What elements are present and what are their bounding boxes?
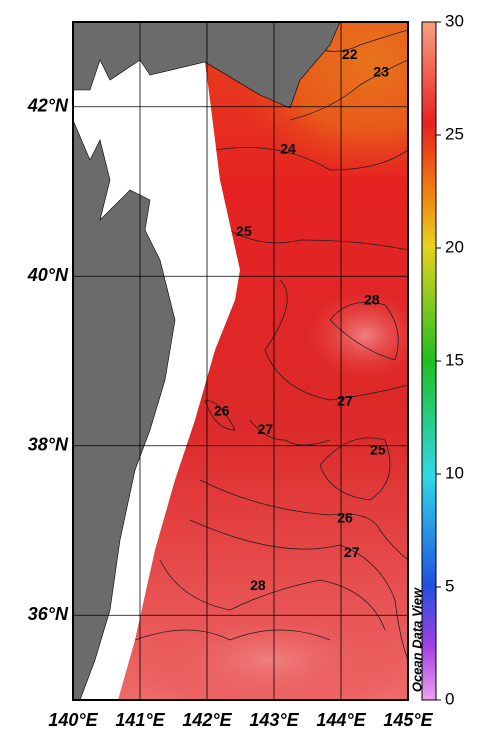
watermark: Ocean Data View — [409, 587, 424, 692]
y-tick-label: 42°N — [27, 96, 69, 116]
x-tick-label: 140°E — [48, 710, 98, 730]
colorbar-label: 25 — [445, 124, 464, 143]
y-tick-label: 40°N — [27, 265, 69, 285]
contour-label: 26 — [337, 509, 353, 525]
contour-label: 25 — [236, 223, 252, 239]
patch — [130, 600, 408, 700]
colorbar-label: 20 — [445, 237, 464, 256]
x-tick-label: 141°E — [115, 710, 165, 730]
contour-label: 28 — [364, 292, 380, 308]
contour-label: 26 — [214, 403, 230, 419]
x-tick-label: 142°E — [182, 710, 232, 730]
contour-label: 22 — [342, 46, 358, 62]
contour-label: 28 — [250, 577, 266, 593]
contour-label: 24 — [280, 141, 296, 157]
contour-label: 23 — [373, 64, 389, 80]
contour-label: 25 — [370, 442, 386, 458]
map-area — [73, 22, 408, 700]
warm-patch — [230, 22, 408, 180]
x-tick-label: 145°E — [383, 710, 433, 730]
y-tick-label: 36°N — [28, 604, 69, 624]
map-frame — [72, 21, 409, 701]
patch — [305, 290, 408, 380]
colorbar-label: 15 — [445, 350, 464, 369]
land-honshu — [73, 119, 176, 700]
colorbar-label: 30 — [445, 11, 464, 30]
contour-label: 27 — [258, 421, 274, 437]
x-tick-label: 143°E — [249, 710, 299, 730]
contour-label: 27 — [344, 544, 360, 560]
x-tick-label: 144°E — [316, 710, 366, 730]
contour-label: 27 — [337, 392, 353, 408]
colorbar-label: 5 — [445, 576, 454, 595]
colorbar-label: 10 — [445, 463, 464, 482]
y-tick-label: 38°N — [28, 435, 69, 455]
colorbar-label: 0 — [445, 689, 454, 708]
